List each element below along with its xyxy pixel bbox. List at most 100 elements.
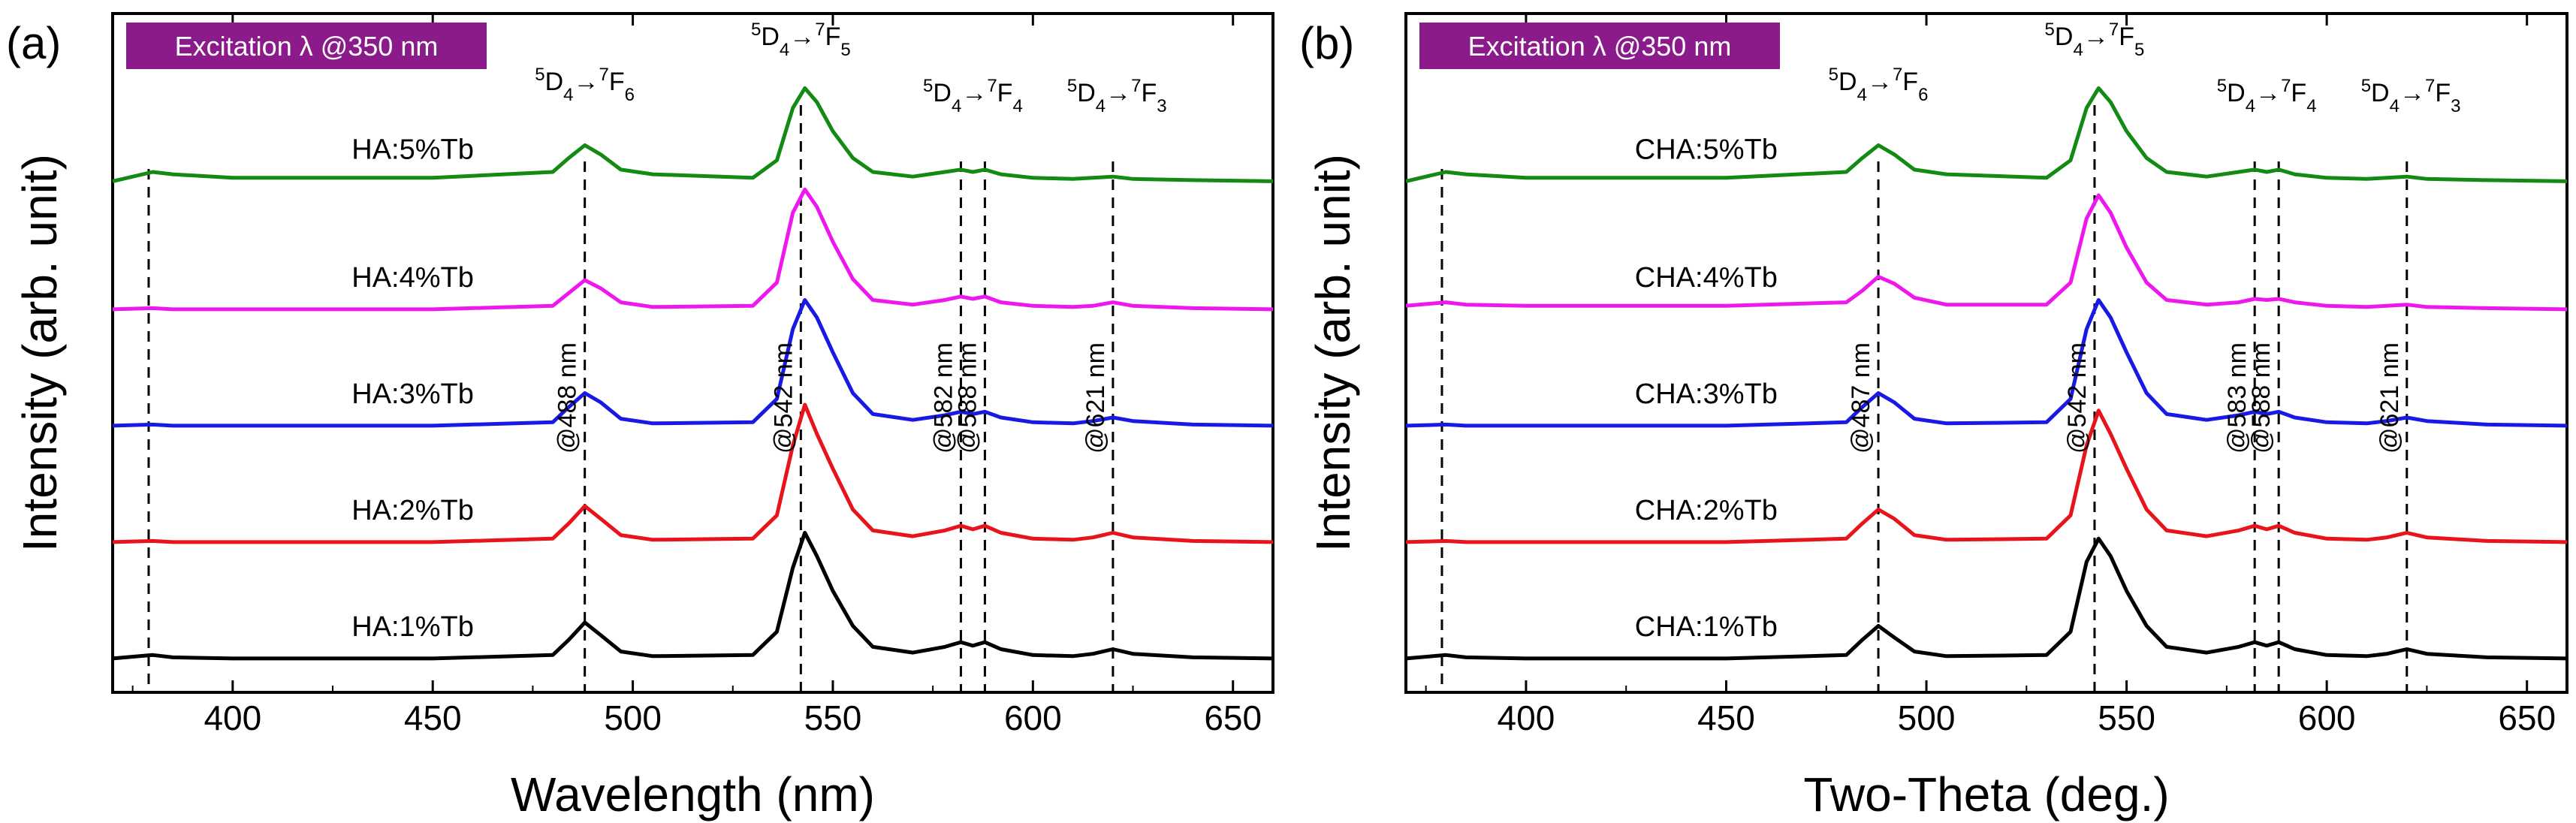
x-tick-label: 550 — [804, 698, 862, 737]
peak-label: @621 nm — [2375, 342, 2404, 454]
transition-label-part: F — [2435, 79, 2451, 107]
peak-label: @588 nm — [2247, 342, 2276, 454]
transition-label-part: → — [574, 68, 599, 96]
transition-label-part: 7 — [2425, 76, 2435, 96]
x-tick-label: 650 — [2498, 698, 2556, 737]
transition-label-part: → — [1867, 68, 1893, 96]
transition-label-part: 4 — [1012, 96, 1022, 116]
transition-label-part: 7 — [599, 65, 609, 85]
x-tick-label: 650 — [1204, 698, 1262, 737]
transition-label-part: D — [1077, 79, 1096, 107]
peak-label: @582 nm — [929, 342, 958, 454]
panel-b: 400 450 500 550 600 650 Two-Theta (deg.) Intens… — [1299, 12, 2568, 821]
transition-label-part: 5 — [923, 76, 933, 96]
series-label: HA:5%Tb — [351, 134, 474, 165]
transition-label-part: → — [2400, 79, 2425, 107]
peak-label: @542 nm — [769, 342, 798, 454]
series-line — [112, 531, 1274, 661]
transition-label-part: → — [1106, 79, 1131, 107]
transition-label-part: 4 — [1096, 96, 1106, 116]
transition-label-part: D — [2227, 79, 2246, 107]
peak-label: @487 nm — [1847, 342, 1875, 454]
transition-label: 5D4→7F4 — [923, 76, 1023, 116]
series-line — [112, 298, 1274, 428]
transition-label-part: 4 — [2306, 96, 2316, 116]
transition-label-part: 5 — [1829, 65, 1838, 85]
x-tick-label: 450 — [1697, 698, 1755, 737]
x-axis-title: Two-Theta (deg.) — [1803, 767, 2169, 821]
peak-label: @588 nm — [953, 342, 982, 454]
transition-label-part: 5 — [840, 40, 850, 60]
panel-a: 400 450 500 550 600 650 Wavelength (nm) Intensi… — [6, 12, 1274, 821]
transition-label-part: 5 — [2217, 76, 2227, 96]
x-tick-label: 600 — [2298, 698, 2356, 737]
transition-label-part: 4 — [952, 96, 961, 116]
transition-label-part: D — [1838, 68, 1857, 96]
x-tick-label: 550 — [2098, 698, 2155, 737]
transition-label-part: F — [1902, 68, 1918, 96]
transition-label-part: 4 — [563, 85, 573, 105]
series-line — [1405, 536, 2568, 661]
transition-label-part: 5 — [1067, 76, 1077, 96]
series-label: HA:2%Tb — [351, 495, 474, 526]
peak-label: @583 nm — [2223, 342, 2252, 454]
transition-label-part: F — [825, 23, 841, 51]
series-line — [1405, 193, 2568, 312]
transition-label: 5D4→7F6 — [535, 65, 635, 105]
transition-label-part: F — [2119, 23, 2134, 51]
series-label: CHA:4%Tb — [1635, 262, 1778, 294]
transition-label-part: → — [789, 23, 815, 51]
x-tick-label: 600 — [1004, 698, 1062, 737]
transition-label: 5D4→7F5 — [751, 20, 851, 60]
series-line — [112, 86, 1274, 183]
transition-label-part: F — [609, 68, 625, 96]
transition-label-part: F — [1141, 79, 1157, 107]
x-axis-title: Wavelength (nm) — [511, 767, 875, 821]
transition-label-part: F — [997, 79, 1013, 107]
transition-label-part: D — [933, 79, 952, 107]
transition-label-part: 7 — [987, 76, 997, 96]
transition-label-part: 7 — [815, 20, 825, 40]
y-axis-title: Intensity (arb. unit) — [13, 154, 67, 552]
series-label: CHA:2%Tb — [1635, 495, 1778, 526]
transition-label: 5D4→7F4 — [2217, 76, 2317, 116]
excitation-label: Excitation λ @350 nm — [1468, 31, 1732, 62]
transition-label-part: D — [2371, 79, 2390, 107]
transition-label-part: 5 — [535, 65, 544, 85]
transition-label-part: 4 — [1857, 85, 1867, 105]
transition-label-part: → — [2083, 23, 2109, 51]
peak-label: @542 nm — [2063, 342, 2092, 454]
transition-label-part: D — [545, 68, 564, 96]
series-line — [1405, 408, 2568, 544]
transition-label-part: 4 — [780, 40, 789, 60]
y-axis-title: Intensity (arb. unit) — [1306, 154, 1360, 552]
transition-label-part: 5 — [751, 20, 761, 40]
series-label: HA:4%Tb — [351, 262, 474, 294]
panel-label: (b) — [1299, 18, 1354, 68]
excitation-box — [1419, 23, 1780, 69]
transition-label-part: D — [761, 23, 780, 51]
transition-label-part: 7 — [2109, 20, 2119, 40]
plot-frame — [1404, 12, 2568, 694]
series-line — [112, 402, 1274, 544]
transition-label: 5D4→7F5 — [2045, 20, 2145, 60]
transition-label-part: 7 — [1893, 65, 1902, 85]
transition-label-part: D — [2055, 23, 2074, 51]
peak-label: @488 nm — [554, 342, 582, 454]
series-label: CHA:5%Tb — [1635, 134, 1778, 165]
transition-label-part: 5 — [2045, 20, 2055, 40]
transition-label-part: 6 — [625, 85, 635, 105]
x-tick-label: 400 — [1498, 698, 1555, 737]
transition-label-part: 3 — [1157, 96, 1166, 116]
transition-label-part: 5 — [2361, 76, 2371, 96]
transition-label-part: 3 — [2451, 96, 2460, 116]
series-label: HA:3%Tb — [351, 378, 474, 410]
transition-label: 5D4→7F3 — [2361, 76, 2461, 116]
transition-label-part: 4 — [2246, 96, 2255, 116]
transition-label-part: 5 — [2134, 40, 2144, 60]
x-tick-label: 450 — [404, 698, 462, 737]
transition-label-part: 4 — [2073, 40, 2083, 60]
series-line — [1405, 298, 2568, 428]
series-label: CHA:1%Tb — [1635, 611, 1778, 643]
